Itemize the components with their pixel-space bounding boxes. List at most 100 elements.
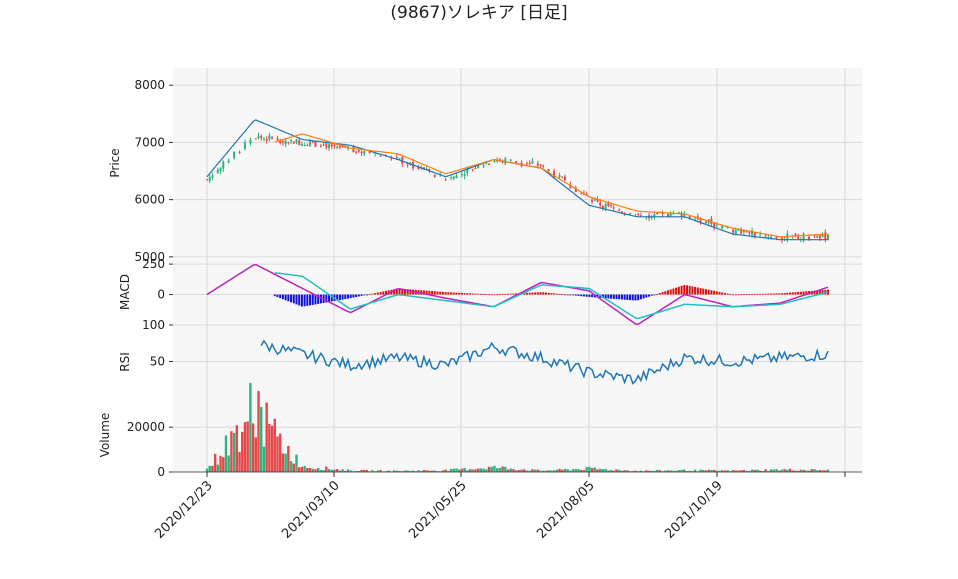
candle-body: [770, 236, 773, 238]
volume-bar: [799, 469, 803, 472]
macd-histogram-bar: [691, 286, 694, 295]
volume-bar: [702, 469, 705, 472]
volume-bar: [387, 470, 390, 472]
volume-bar: [466, 470, 469, 472]
candle-body: [610, 204, 613, 206]
volume-bar: [308, 467, 312, 472]
volume-bar: [333, 469, 336, 472]
candle-body: [341, 146, 344, 148]
volume-bar: [712, 469, 716, 472]
candle-body: [629, 213, 632, 215]
macd-histogram-bar: [365, 294, 368, 296]
candle-body: [325, 143, 328, 148]
macd-histogram-bar: [433, 291, 436, 295]
candle-body: [677, 212, 680, 214]
volume-bar: [680, 469, 683, 472]
candle-body: [428, 168, 431, 171]
candle-body: [474, 168, 477, 170]
x-tick-label: 2021/05/25: [406, 478, 470, 542]
macd-histogram-bar: [677, 286, 680, 295]
volume-bar: [474, 469, 477, 472]
volume-bar: [254, 437, 258, 472]
price-ytick-label: 7000: [134, 135, 165, 149]
volume-bar: [566, 469, 569, 472]
volume-bar: [593, 467, 596, 472]
candle-body: [536, 163, 539, 166]
volume-bar: [582, 470, 586, 472]
price-ytick-label: 6000: [134, 193, 165, 207]
candle-body: [303, 144, 306, 146]
candle-body: [398, 158, 401, 160]
candle-body: [211, 175, 214, 178]
macd-histogram-bar: [745, 294, 748, 295]
macd-histogram-bar: [281, 294, 284, 300]
macd-histogram-bar: [523, 292, 526, 295]
candle-body: [650, 216, 653, 218]
volume-bar: [631, 471, 634, 472]
volume-bar: [476, 468, 480, 472]
volume-bar: [471, 469, 474, 472]
candle-body: [466, 168, 469, 174]
macd-histogram-bar: [664, 291, 667, 295]
candle-body: [271, 137, 274, 139]
candle-body: [336, 146, 339, 148]
volume-bar: [753, 469, 756, 472]
macd-histogram-bar: [542, 292, 545, 295]
volume-bar: [569, 470, 572, 472]
macd-histogram-bar: [471, 293, 474, 295]
macd-histogram-bar: [794, 292, 797, 295]
candle-body: [802, 233, 805, 241]
volume-bar: [319, 470, 323, 472]
macd-histogram-bar: [680, 285, 683, 295]
macd-histogram-bar: [306, 294, 309, 306]
macd-histogram-bar: [284, 294, 287, 301]
macd-histogram-bar: [761, 293, 764, 295]
volume-bar: [406, 470, 409, 472]
macd-histogram-bar: [336, 294, 339, 301]
volume-bar: [674, 470, 678, 472]
macd-histogram-bar: [485, 294, 488, 295]
macd-histogram-bar: [601, 294, 604, 299]
macd-histogram-bar: [821, 290, 824, 295]
volume-bar: [287, 445, 290, 472]
candle-body: [300, 144, 303, 146]
macd-histogram-bar: [298, 294, 301, 306]
marks-layer: [205, 119, 830, 472]
volume-bar: [780, 469, 784, 472]
volume-bar: [742, 469, 746, 472]
macd-histogram-bar: [618, 294, 621, 300]
candle-body: [574, 187, 577, 192]
candle-body: [813, 235, 816, 237]
volume-bar: [718, 470, 721, 472]
volume-bar: [498, 467, 502, 472]
volume-bar: [360, 469, 363, 472]
candle-body: [254, 138, 257, 140]
candle-body: [268, 135, 271, 140]
volume-bar: [650, 470, 653, 472]
volume-bar: [772, 469, 775, 472]
volume-bar: [251, 423, 255, 472]
volume-bar: [577, 469, 580, 472]
candle-body: [509, 159, 512, 161]
volume-bar: [314, 469, 317, 472]
candle-body: [580, 193, 583, 195]
volume-bar: [463, 467, 466, 472]
candle-body: [558, 175, 561, 178]
macd-histogram-bar: [715, 291, 718, 295]
candle-body: [637, 214, 640, 216]
macd-histogram-bar: [406, 289, 409, 295]
candle-body: [653, 214, 656, 218]
volume-bar: [514, 470, 518, 472]
candle-body: [322, 144, 325, 146]
macd-histogram-bar: [300, 294, 303, 307]
candle-body: [515, 161, 518, 163]
volume-bar: [748, 470, 751, 472]
volume-bar: [544, 470, 548, 472]
candle-body: [794, 233, 797, 236]
macd-histogram-bar: [436, 291, 439, 295]
volume-bar: [281, 453, 285, 472]
macd-histogram-bar: [504, 293, 507, 295]
candle-body: [680, 212, 683, 217]
price-ytick-label: 5000: [134, 250, 165, 264]
volume-bar: [561, 469, 564, 472]
